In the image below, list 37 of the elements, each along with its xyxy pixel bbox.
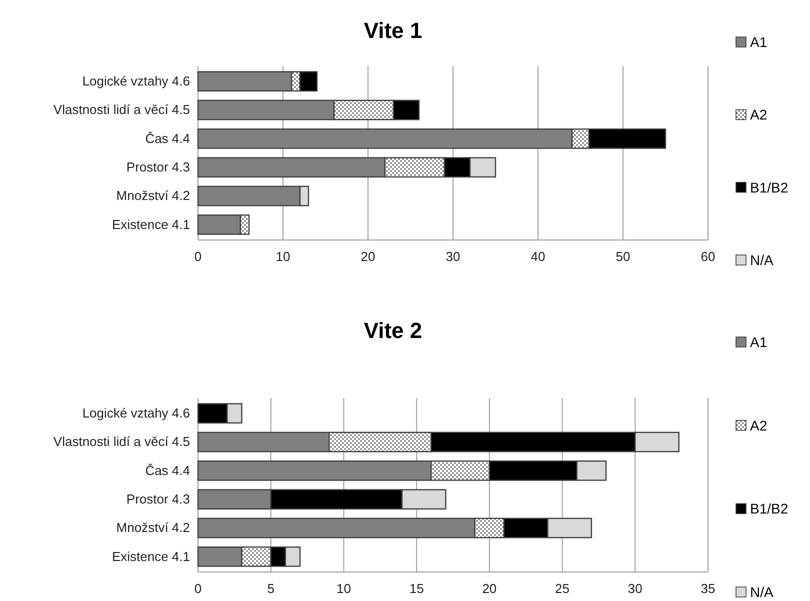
y-tick-label: Existence 4.1 <box>112 216 190 232</box>
legend-label: B1/B2 <box>750 179 788 196</box>
legend-label: A1 <box>750 334 768 350</box>
x-tick-label: 60 <box>700 249 716 264</box>
x-tick-label: 25 <box>555 581 570 596</box>
x-tick-label: 30 <box>446 249 460 264</box>
x-tick-label: 20 <box>482 581 497 596</box>
legend-label: N/A <box>750 252 774 268</box>
legend-label: A1 <box>750 34 768 50</box>
y-tick-label: Vlastnosti lidí a věcí 4.5 <box>53 434 190 450</box>
text: A2 <box>750 106 768 123</box>
x-tick-label: 5 <box>267 581 274 596</box>
x-tick-label: 0 <box>194 581 202 596</box>
y-tick-label: Prostor 4.3 <box>126 159 190 174</box>
y-tick-label: Množství 4.2 <box>116 520 190 536</box>
text: A2 <box>750 417 768 434</box>
chart-title: Vite 1 <box>364 18 422 43</box>
y-tick-label: Vlastnosti lidí a věcí 4.5 <box>53 102 190 118</box>
y-tick-label: Čas 4.4 <box>145 130 190 146</box>
x-tick-label: 50 <box>616 249 630 264</box>
legend-label: N/A <box>750 584 774 600</box>
y-tick-label: Prostor 4.3 <box>126 491 190 506</box>
y-tick-label: Množství 4.2 <box>116 188 190 204</box>
x-tick-label: 10 <box>276 249 290 264</box>
y-tick-label: Existence 4.1 <box>112 548 190 564</box>
x-tick-label: 20 <box>360 249 376 264</box>
x-tick-label: 35 <box>700 581 716 596</box>
chart-title: Vite 2 <box>364 318 422 343</box>
y-tick-label: Logické vztahy 4.6 <box>82 73 190 88</box>
x-tick-label: 10 <box>336 581 351 596</box>
x-tick-label: 0 <box>194 249 202 264</box>
y-tick-label: Čas 4.4 <box>145 462 190 478</box>
x-tick-label: 15 <box>409 581 424 596</box>
x-tick-label: 40 <box>530 249 546 264</box>
y-tick-label: Logické vztahy 4.6 <box>82 405 190 420</box>
x-tick-label: 30 <box>628 581 642 596</box>
legend-label: B1/B2 <box>750 500 788 517</box>
